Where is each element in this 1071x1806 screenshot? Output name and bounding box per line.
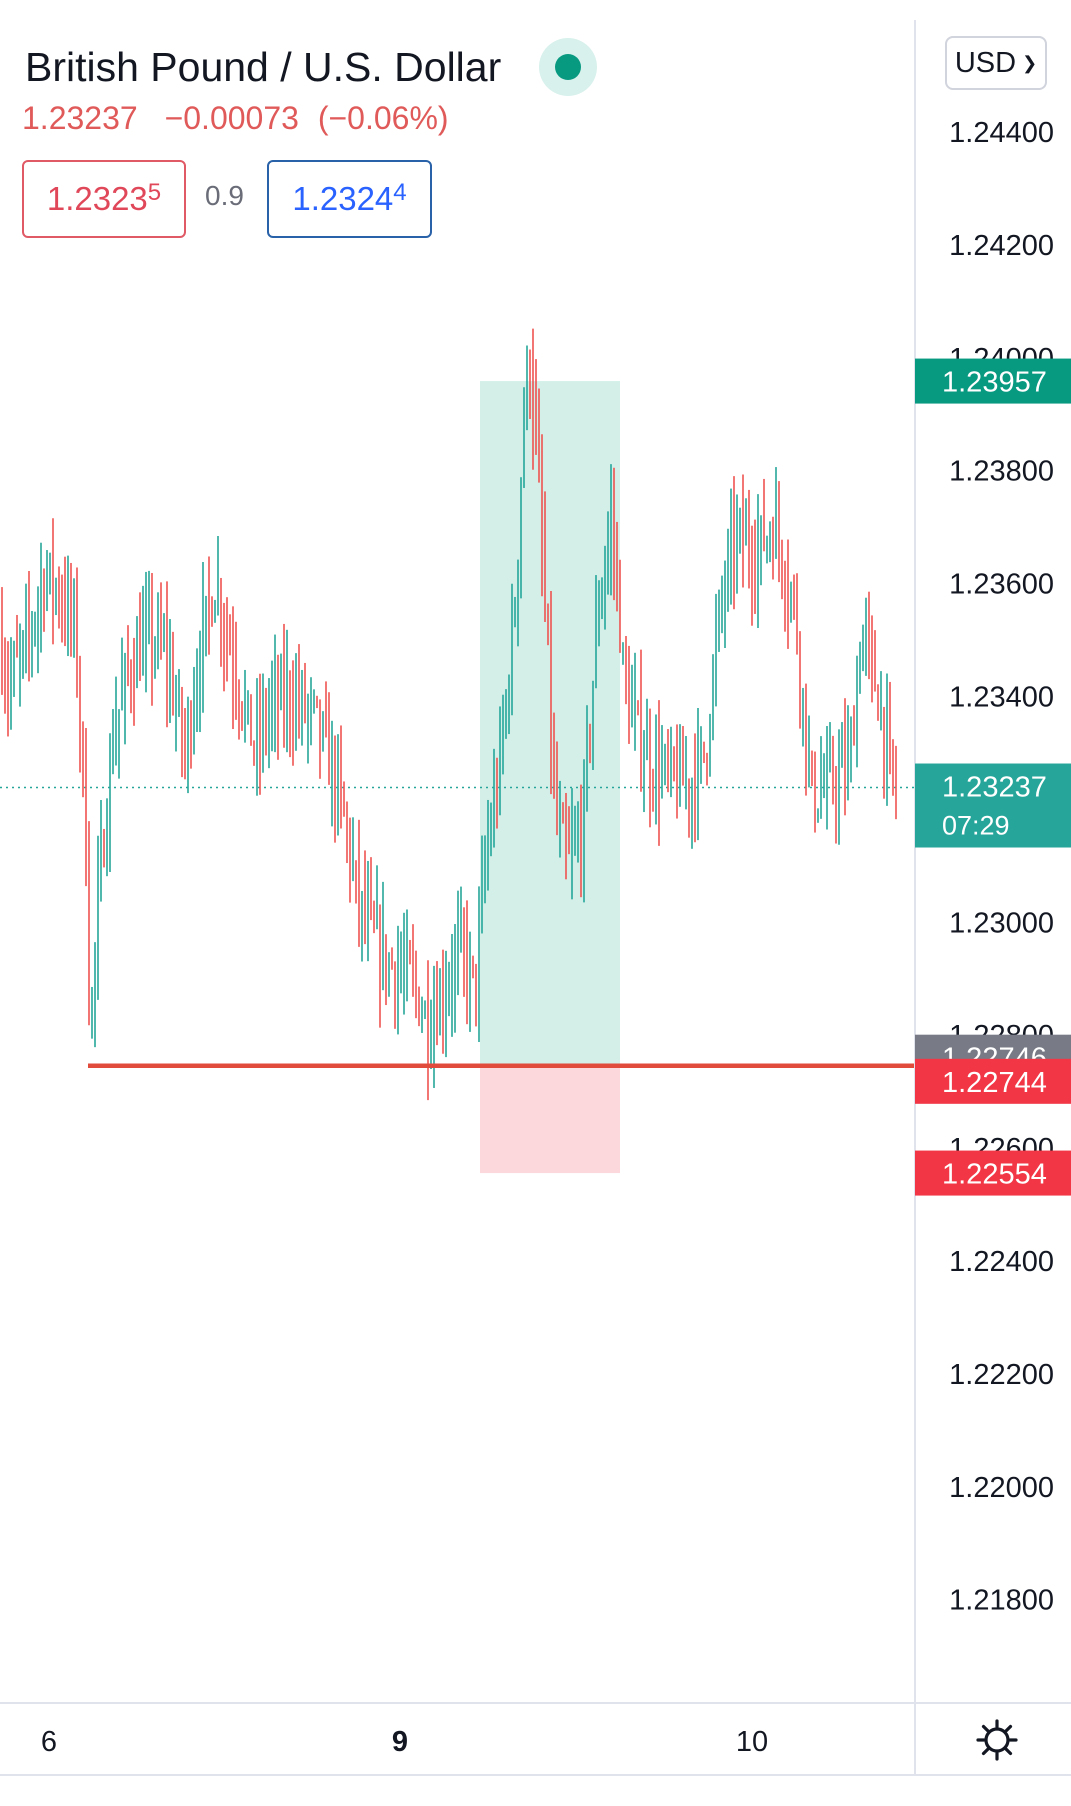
- sell-button[interactable]: 1.2323 5: [22, 160, 186, 238]
- market-status[interactable]: [539, 38, 598, 96]
- chart-grid: [0, 20, 1071, 1776]
- profit-zone[interactable]: [480, 381, 620, 1065]
- y-tick-label: 1.22000: [949, 1472, 1054, 1504]
- long-position-tool[interactable]: [480, 381, 620, 1174]
- price-axis[interactable]: 1.244001.242001.240001.238001.236001.234…: [949, 117, 1054, 1617]
- loss-zone[interactable]: [480, 1064, 620, 1174]
- y-tick-label: 1.24200: [949, 230, 1054, 262]
- price-change: −0.00073: [164, 100, 299, 136]
- y-tick-label: 1.23000: [949, 907, 1054, 939]
- price-label-1.22744: 1.22744: [915, 1058, 1071, 1104]
- y-tick-label: 1.22400: [949, 1246, 1054, 1278]
- time-axis[interactable]: 6 9 10: [41, 1726, 768, 1758]
- gear-icon[interactable]: [975, 1718, 1019, 1762]
- last-price: 1.23237: [22, 100, 138, 136]
- price-label-1.23237: 1.23237 07:29: [915, 763, 1071, 848]
- price-label-text: 1.22554: [942, 1159, 1047, 1191]
- market-open-dot-icon: [555, 54, 582, 80]
- y-tick-label: 1.21800: [949, 1585, 1054, 1617]
- price-label-1.22554: 1.22554: [915, 1150, 1071, 1196]
- ask-price: 1.2324: [292, 180, 394, 217]
- buy-button[interactable]: 1.2324 4: [267, 160, 432, 238]
- ask-pip: 4: [393, 179, 407, 206]
- y-tick-label: 1.24400: [949, 117, 1054, 149]
- bid-pip: 5: [147, 179, 162, 206]
- spread-value: 0.9: [205, 180, 244, 211]
- price-change-percent: (−0.06%): [317, 100, 449, 136]
- y-tick-label: 1.23400: [949, 682, 1054, 714]
- chevron-down-icon: ❯: [1022, 52, 1038, 73]
- y-tick-label: 1.23600: [949, 569, 1054, 601]
- x-tick-label: 10: [736, 1726, 768, 1758]
- price-label-text: 1.23957: [942, 367, 1047, 399]
- y-tick-label: 1.23800: [949, 456, 1054, 488]
- y-tick-label: 1.22200: [949, 1359, 1054, 1391]
- currency-label: USD: [954, 46, 1017, 79]
- title-row: British Pound / U.S. Dollar: [25, 38, 598, 96]
- price-label-text: 1.23237: [942, 772, 1047, 804]
- countdown-text: 07:29: [942, 811, 1010, 841]
- ohlc-bars: [1, 328, 897, 1101]
- symbol-title[interactable]: British Pound / U.S. Dollar: [25, 43, 502, 90]
- price-label-text: 1.22744: [942, 1067, 1047, 1099]
- x-tick-label: 9: [392, 1726, 408, 1758]
- quote-row: 1.23237 −0.00073 (−0.06%): [22, 100, 449, 137]
- bid-price: 1.2323: [46, 180, 148, 217]
- price-label-1.23957: 1.23957: [915, 358, 1071, 404]
- x-tick-label: 6: [41, 1726, 57, 1758]
- currency-select[interactable]: USD ❯: [945, 36, 1047, 90]
